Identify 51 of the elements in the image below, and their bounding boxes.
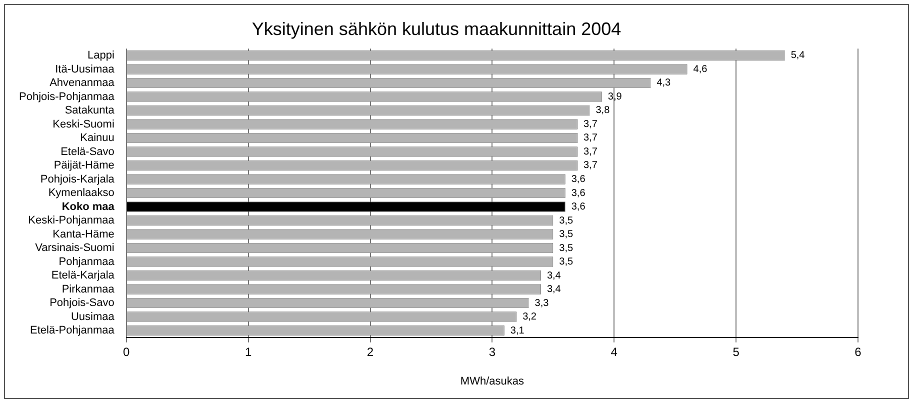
y-tick-label: Etelä-Savo bbox=[60, 146, 114, 158]
y-tick-label: Pohjois-Karjala bbox=[40, 173, 116, 186]
y-tick-label: Kymenlaakso bbox=[48, 187, 114, 200]
data-label: 3,4 bbox=[546, 284, 562, 296]
x-tick-label: 4 bbox=[610, 344, 618, 359]
x-tick-label: 5 bbox=[732, 344, 740, 359]
y-tick-label: Itä-Uusimaa bbox=[55, 63, 116, 76]
x-tick-label: 0 bbox=[123, 344, 130, 359]
data-label: 3,3 bbox=[534, 298, 550, 309]
y-tick-label: Pohjois-Pohjanmaa bbox=[19, 90, 116, 103]
y-tick-label: Koko maa bbox=[62, 200, 116, 213]
y-tick-label: Lappi bbox=[87, 50, 114, 62]
x-tick-label: 2 bbox=[366, 344, 374, 359]
data-label: 3,5 bbox=[559, 256, 574, 268]
data-label: 3,2 bbox=[522, 312, 537, 323]
y-tick-label: Pirkanmaa bbox=[62, 283, 116, 296]
y-tick-label: Keski-Suomi bbox=[52, 118, 114, 130]
data-label: 3,9 bbox=[608, 91, 622, 102]
x-tick-label: 3 bbox=[488, 344, 496, 359]
y-tick-label: Pohjanmaa bbox=[58, 256, 116, 268]
data-label: 3,1 bbox=[510, 325, 525, 336]
data-label: 3,6 bbox=[571, 174, 586, 185]
data-label: 3,5 bbox=[559, 229, 574, 240]
data-label: 4,3 bbox=[656, 78, 672, 89]
y-tick-label: Kainuu bbox=[80, 132, 114, 144]
y-tick-label: Varsinais-Suomi bbox=[35, 242, 114, 254]
y-tick-label: Satakunta bbox=[64, 104, 116, 117]
y-tick-label: Etelä-Karjala bbox=[51, 270, 116, 282]
data-label: 3,4 bbox=[546, 270, 562, 282]
data-label: 3,8 bbox=[596, 105, 610, 116]
data-label: 3,5 bbox=[559, 215, 574, 226]
y-tick-label: Pohjois-Savo bbox=[50, 297, 114, 310]
data-label: 3,6 bbox=[571, 188, 586, 199]
y-tick-label: Ahvenanmaa bbox=[50, 77, 116, 90]
data-label: 3,7 bbox=[584, 146, 598, 158]
y-tick-label: Keski-Pohjanmaa bbox=[28, 214, 116, 227]
y-tick-label: Päijät-Häme bbox=[54, 160, 114, 172]
data-label: 4,6 bbox=[693, 64, 708, 75]
x-tick-label: 1 bbox=[244, 344, 252, 359]
data-label: 5,4 bbox=[790, 50, 806, 62]
x-tick-label: 6 bbox=[854, 344, 862, 359]
y-tick-label: Etelä-Pohjanmaa bbox=[30, 324, 116, 337]
chart-title: Yksityinen sähkön kulutus maakunnittain 2004 bbox=[252, 18, 622, 39]
data-label: 3,7 bbox=[584, 160, 598, 172]
data-label: 3,7 bbox=[584, 132, 598, 144]
data-label: 3,5 bbox=[559, 242, 574, 254]
data-label: 3,7 bbox=[584, 118, 598, 130]
y-tick-label: Kanta-Häme bbox=[52, 228, 114, 240]
y-tick-label: Uusimaa bbox=[70, 310, 116, 323]
x-axis-title: MWh/asukas bbox=[460, 375, 524, 388]
data-label: 3,6 bbox=[571, 202, 586, 212]
